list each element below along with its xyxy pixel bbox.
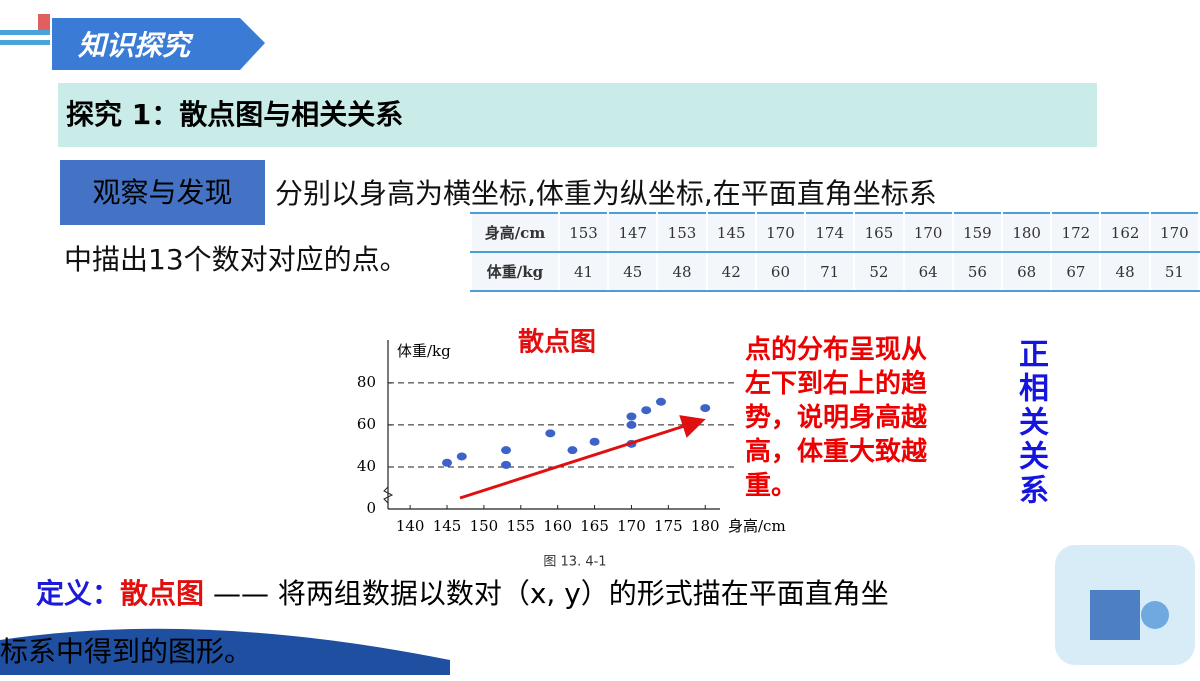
point [501, 446, 512, 455]
point [700, 404, 711, 413]
cell: 165 [853, 212, 905, 253]
cell: 60 [754, 251, 807, 292]
definition: 定义：散点图 —— 将两组数据以数对（x, y）的形式描在平面直角坐 标系中得到… [0, 565, 889, 681]
point [442, 458, 453, 467]
table-row: 身高/cm 153 147 153 145 170 174 165 170 159 180 172 16… [470, 212, 1200, 253]
x-tick-label: 180 [691, 517, 720, 535]
badge: 知识探究 [78, 29, 191, 62]
point [626, 412, 637, 421]
cell: 162 [1099, 212, 1151, 253]
point [501, 460, 512, 469]
y-axis-label: 体重/kg [397, 342, 451, 360]
cell: 64 [902, 251, 954, 292]
cell: 145 [705, 212, 757, 253]
cell: 48 [656, 251, 708, 292]
cell: 170 [902, 212, 954, 253]
point [641, 406, 652, 415]
point [626, 420, 637, 429]
cell: 42 [705, 251, 757, 292]
cell: 51 [1148, 251, 1200, 292]
cell: 67 [1050, 251, 1102, 292]
cell: 172 [1050, 212, 1102, 253]
cell: 45 [607, 251, 659, 292]
x-tick-label: 150 [470, 517, 499, 535]
x-tick-label: 145 [433, 517, 462, 535]
table-row: 体重/kg 41 45 48 42 60 71 52 64 56 68 67 48 51 [470, 251, 1200, 292]
caption: 图 13. 4-1 [543, 555, 606, 570]
definition-line: 标系中得到的图形。 [0, 635, 253, 668]
conclusion: 正相关关系 [1013, 338, 1048, 508]
definition-line: —— 将两组数据以数对（x, y）的形式描在平面直角坐 [212, 577, 889, 610]
row-header: 身高/cm [470, 212, 560, 253]
cell: 170 [754, 212, 807, 253]
x-tick-label: 140 [396, 517, 425, 535]
y-tick-label: 0 [366, 499, 376, 517]
annotation: 点的分布呈现从 左下到右上的趋 势，说明身高越 高，体重大致越 重。 [745, 333, 927, 503]
y-tick-label: 40 [357, 457, 376, 475]
cell: 147 [607, 212, 659, 253]
annotation-line: 左下到右上的趋 [745, 369, 928, 399]
text-line: 中描出13个数对对应的点。 [64, 243, 408, 276]
point [589, 437, 600, 446]
point [655, 397, 666, 406]
chart-title: 散点图 [518, 327, 596, 358]
annotation-line: 高，体重大致越 [745, 437, 928, 467]
x-tick-label: 165 [580, 517, 609, 535]
cell: 52 [853, 251, 905, 292]
trend-arrow [459, 415, 706, 500]
cell: 56 [951, 251, 1004, 292]
row-header: 体重/kg [470, 251, 560, 292]
cell: 180 [1001, 212, 1053, 253]
x-tick-label: 155 [506, 517, 535, 535]
data-table: 身高/cm 153 147 153 145 170 174 165 170 159 180 172 16… [470, 212, 1200, 292]
y-tick-label: 60 [357, 415, 376, 433]
section-title: 探究 1：散点图与相关关系 [58, 83, 1097, 147]
x-tick-label: 175 [654, 517, 683, 535]
x-tick-label: 160 [543, 517, 572, 535]
cell: 159 [951, 212, 1004, 253]
point [545, 429, 556, 438]
definition-term: 散点图 [120, 577, 205, 610]
cell: 48 [1099, 251, 1151, 292]
cell: 170 [1148, 212, 1200, 253]
observe-tag: 观察与发现 [60, 160, 265, 225]
y-tick-label: 80 [357, 373, 376, 391]
x-axis-label: 身高/cm [728, 517, 786, 535]
annotation-line: 势，说明身高越 [745, 403, 928, 433]
axis-break [383, 486, 394, 504]
cell: 174 [804, 212, 856, 253]
text-line: 分别以身高为横坐标,体重为纵坐标,在平面直角坐标系 [275, 177, 937, 210]
cell: 41 [557, 251, 610, 292]
annotation-line: 重。 [745, 471, 798, 501]
cell: 71 [804, 251, 856, 292]
cell: 68 [1001, 251, 1053, 292]
annotation-line: 点的分布呈现从 [745, 335, 928, 365]
cell: 153 [656, 212, 708, 253]
point [567, 446, 578, 455]
x-tick-label: 170 [617, 517, 646, 535]
cell: 153 [557, 212, 610, 253]
point [456, 452, 467, 461]
definition-label: 定义： [36, 577, 121, 610]
